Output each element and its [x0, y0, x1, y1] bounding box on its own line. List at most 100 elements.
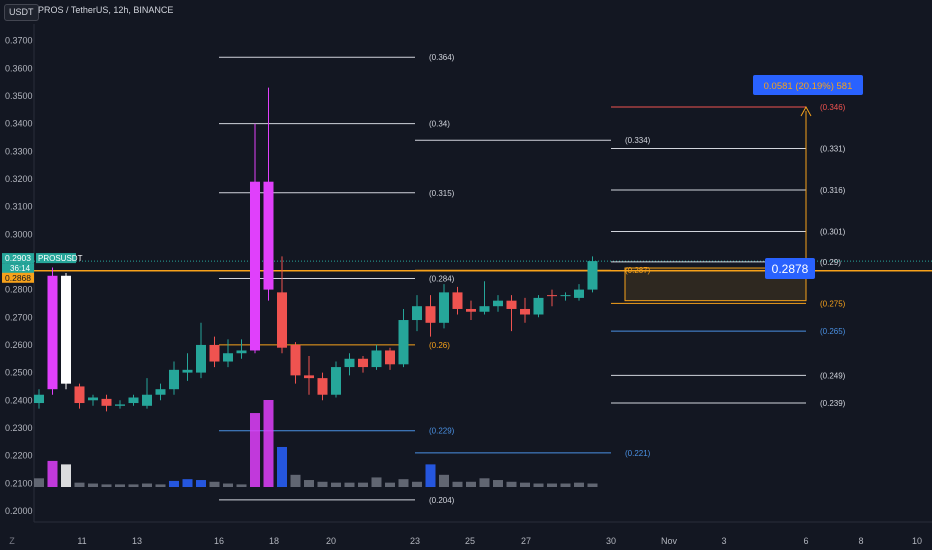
- time-tick-label: 3: [721, 536, 726, 546]
- volume-bar: [34, 478, 44, 487]
- volume-bar: [371, 477, 382, 487]
- candle-body: [439, 292, 449, 323]
- price-tick-label: 0.3000: [5, 229, 33, 239]
- candle-body: [290, 344, 301, 376]
- level-label: (0.204): [429, 496, 455, 505]
- volume-bar: [452, 481, 463, 487]
- level-label: (0.26): [429, 341, 450, 350]
- volume-bar: [182, 479, 193, 487]
- volume-bar: [358, 482, 368, 487]
- level-label: (0.265): [820, 327, 846, 336]
- volume-bar: [142, 483, 152, 487]
- candle-body: [479, 306, 490, 312]
- candle-body: [533, 297, 544, 315]
- projection-arrow-head: [800, 105, 812, 117]
- candle-body: [412, 306, 422, 321]
- last-price: 0.2903: [5, 253, 31, 263]
- price-tick-label: 0.3500: [5, 91, 33, 101]
- time-tick-label: 6: [803, 536, 808, 546]
- candle-body: [466, 308, 476, 312]
- volume-bar: [74, 482, 85, 487]
- volume-bar: [479, 478, 490, 487]
- price-tick-label: 0.3400: [5, 119, 33, 129]
- candle-body: [142, 394, 152, 406]
- candle-body: [74, 386, 85, 404]
- candle-body: [196, 344, 206, 373]
- volume-bar: [236, 484, 247, 487]
- time-tick-label: 18: [269, 536, 279, 546]
- time-tick-label: 30: [606, 536, 616, 546]
- candle-body: [223, 353, 233, 362]
- candle-body: [587, 261, 598, 290]
- volume-bar: [587, 483, 598, 487]
- volume-bar: [61, 464, 71, 487]
- time-tick-label: 8: [858, 536, 863, 546]
- volume-bar: [250, 413, 260, 487]
- volume-bar: [196, 480, 206, 487]
- level-label: (0.34): [429, 120, 450, 129]
- price-tick-label: 0.2100: [5, 478, 33, 488]
- price-tick-label: 0.3700: [5, 36, 33, 46]
- candle-body: [317, 378, 328, 395]
- candle-body: [547, 295, 557, 297]
- price-tick-label: 0.3100: [5, 202, 33, 212]
- candle-body: [101, 398, 112, 406]
- level-label: (0.284): [429, 275, 455, 284]
- volume-bar: [385, 482, 395, 487]
- candle-body: [560, 295, 571, 297]
- time-tick-label: 13: [132, 536, 142, 546]
- candle-body: [520, 308, 530, 315]
- price-tick-label: 0.2800: [5, 285, 33, 295]
- time-tick-label: 20: [326, 536, 336, 546]
- volume-bar: [439, 474, 449, 487]
- candle-body: [493, 300, 503, 307]
- volume-bar: [277, 446, 287, 487]
- volume-bar: [88, 483, 98, 487]
- level-label: (0.334): [625, 136, 651, 145]
- volume-bar: [128, 484, 139, 487]
- last-price-tag: [2, 253, 34, 264]
- level-label: (0.287): [625, 266, 651, 275]
- volume-bar: [101, 484, 112, 487]
- volume-bar: [533, 483, 544, 487]
- level-label: (0.346): [820, 103, 846, 112]
- volume-bar: [506, 481, 517, 487]
- level-label: (0.275): [820, 299, 846, 308]
- volume-bar: [115, 484, 125, 487]
- time-tick-label: Nov: [661, 536, 678, 546]
- time-tick-label: 25: [465, 536, 475, 546]
- level-label: (0.364): [429, 53, 455, 62]
- candle-body: [385, 350, 395, 365]
- volume-bar: [574, 482, 584, 487]
- price-tick-label: 0.2400: [5, 395, 33, 405]
- volume-bar: [304, 480, 314, 487]
- price-badge: 0.2878: [772, 262, 809, 276]
- currency-button[interactable]: USDT: [4, 4, 39, 21]
- candle-body: [398, 320, 409, 365]
- orange-level-tag: [2, 272, 34, 283]
- level-label: (0.249): [820, 371, 846, 380]
- level-label: (0.239): [820, 399, 846, 408]
- price-tick-label: 0.2000: [5, 506, 33, 516]
- candle-body: [236, 350, 247, 354]
- countdown-tag: [2, 263, 34, 274]
- candle-body: [425, 306, 436, 323]
- projection-label-box: [753, 75, 863, 95]
- volume-bar: [290, 474, 301, 487]
- candle-body: [209, 344, 220, 362]
- price-tick-label: 0.2600: [5, 340, 33, 350]
- orange-level-value: 0.2868: [5, 273, 31, 283]
- time-tick-label: 23: [410, 536, 420, 546]
- price-tick-label: 0.3600: [5, 63, 33, 73]
- symbol-title: PROS / TetherUS, 12h, BINANCE: [38, 5, 174, 15]
- volume-bar: [466, 481, 476, 487]
- time-tick-label: 10: [912, 536, 922, 546]
- candle-body: [371, 350, 382, 368]
- candle-body: [34, 394, 44, 404]
- volume-bar: [520, 482, 530, 487]
- symbol-tag-label: PROSUSDT: [38, 254, 83, 263]
- price-tick-label: 0.2200: [5, 451, 33, 461]
- price-tick-label: 0.2700: [5, 312, 33, 322]
